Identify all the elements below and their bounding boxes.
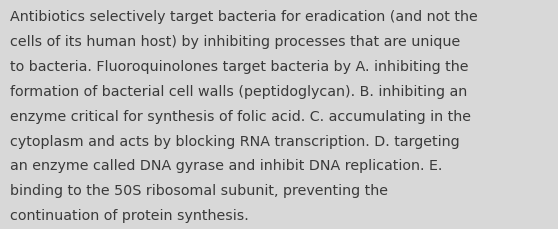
Text: cells of its human host) by inhibiting processes that are unique: cells of its human host) by inhibiting p… [10, 35, 460, 49]
Text: continuation of protein synthesis.: continuation of protein synthesis. [10, 208, 249, 222]
Text: Antibiotics selectively target bacteria for eradication (and not the: Antibiotics selectively target bacteria … [10, 10, 478, 24]
Text: binding to the 50S ribosomal subunit, preventing the: binding to the 50S ribosomal subunit, pr… [10, 183, 388, 197]
Text: formation of bacterial cell walls (peptidoglycan). B. inhibiting an: formation of bacterial cell walls (pepti… [10, 85, 467, 98]
Text: to bacteria. Fluoroquinolones target bacteria by A. inhibiting the: to bacteria. Fluoroquinolones target bac… [10, 60, 469, 74]
Text: enzyme critical for synthesis of folic acid. C. accumulating in the: enzyme critical for synthesis of folic a… [10, 109, 471, 123]
Text: an enzyme called DNA gyrase and inhibit DNA replication. E.: an enzyme called DNA gyrase and inhibit … [10, 159, 442, 173]
Text: cytoplasm and acts by blocking RNA transcription. D. targeting: cytoplasm and acts by blocking RNA trans… [10, 134, 460, 148]
